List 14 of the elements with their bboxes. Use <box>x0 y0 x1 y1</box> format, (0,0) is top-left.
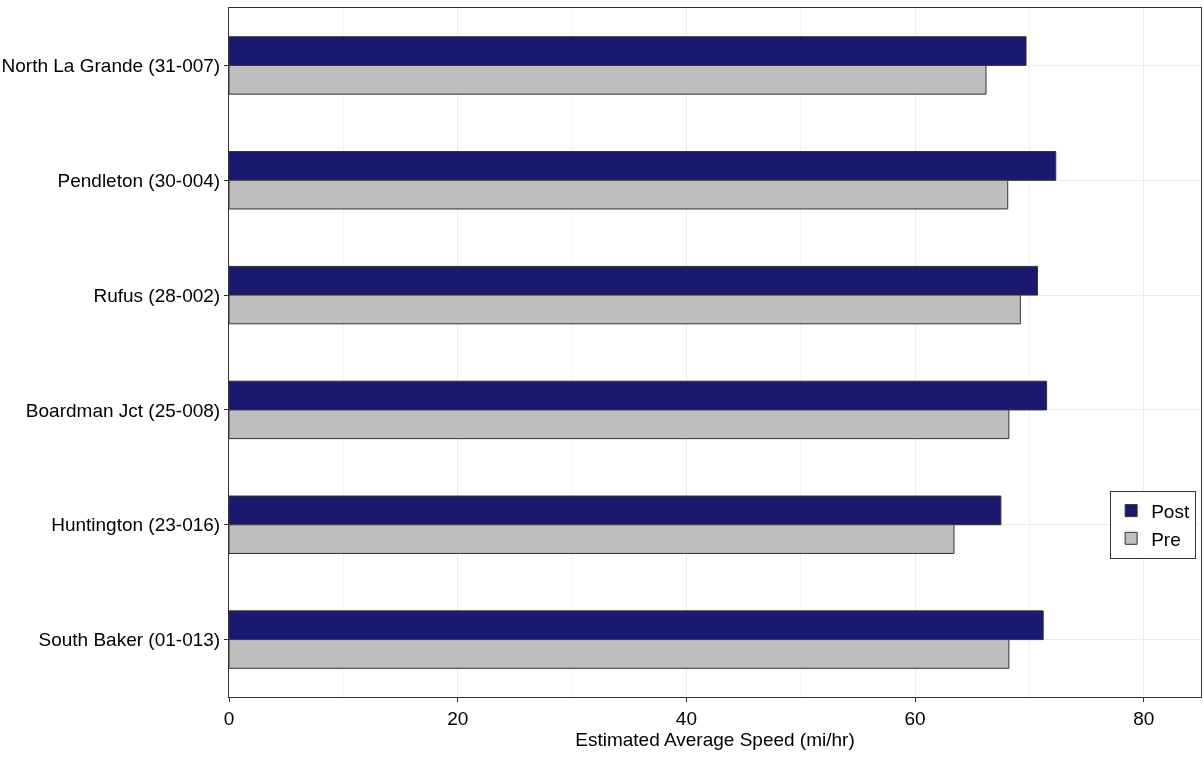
x-axis-title: Estimated Average Speed (mi/hr) <box>575 728 855 750</box>
y-tick-label: South Baker (01-013) <box>38 629 221 651</box>
legend-label: Pre <box>1151 528 1181 550</box>
y-tick-label: Huntington (23-016) <box>51 514 221 536</box>
x-tick-label: 80 <box>1133 707 1155 729</box>
x-tick-label: 20 <box>447 707 469 729</box>
y-tick-label: North La Grande (31-007) <box>1 55 221 77</box>
y-tick-label: Rufus (28-002) <box>93 284 221 306</box>
x-tick-label: 0 <box>223 707 235 729</box>
legend-label: Post <box>1151 501 1190 523</box>
y-tick-label: Boardman Jct (25-008) <box>25 399 221 421</box>
y-tick-label: Pendleton (30-004) <box>57 169 221 191</box>
x-tick-label: 40 <box>675 707 697 729</box>
x-tick-label: 60 <box>904 707 926 729</box>
